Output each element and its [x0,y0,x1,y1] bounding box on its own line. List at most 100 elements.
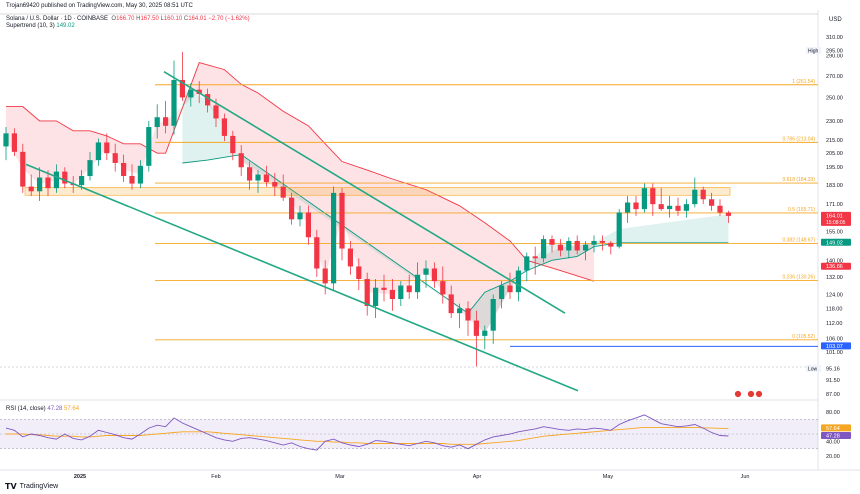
candle-body [549,239,555,245]
fib-level-label: 1 (261.54) [792,79,815,85]
time-tick-label: 2025 [74,474,86,480]
close-value: 164.01 [188,16,207,22]
candle-body [339,192,345,249]
candle-body [667,205,673,210]
candle-body [305,212,311,238]
rsi-legend[interactable]: RSI (14, close) 47.28 57.64 [6,406,79,413]
candle-body [583,244,589,251]
price-tick-label: 270.00 [826,74,843,80]
candle-body [146,127,152,166]
candle-body [272,182,278,187]
price-tick-label: 171.00 [826,202,843,208]
candle-body [574,240,580,251]
candle-body [179,80,185,98]
candle-body [515,270,521,293]
candle-body [137,165,143,184]
candle-body [398,285,404,300]
symbol-name[interactable]: Solana / U.S. Dollar · 1D · COINBASE [6,16,109,22]
price-tick-label: 183.00 [826,183,843,189]
candle-body [566,240,572,251]
supertrend-down-line [6,62,595,282]
candle-body [557,244,563,251]
price-tick-label: 205.00 [826,151,843,157]
candle-body [171,80,177,126]
candle-body [373,287,379,307]
candle-body [255,174,261,181]
close-label: C [183,16,189,22]
candle-body [314,237,320,269]
candle-body [322,268,328,284]
candle-body [625,202,631,213]
tradingview-logo-icon: 𝗧𝗩 [5,482,17,491]
supertrend-legend[interactable]: Supertrend (10, 3) 149.02 [6,23,75,30]
fib-level-label: 0.236 (130.26) [782,275,815,281]
tradingview-brand[interactable]: 𝗧𝗩 TradingView [5,482,58,491]
price-tick-label: 124.00 [826,292,843,298]
candle-body [700,189,706,200]
price-tick-label: 106.00 [826,337,843,343]
candle-body [524,256,530,271]
candle-body [709,199,715,206]
candle-body [406,285,412,293]
candle-body [213,105,219,119]
price-tick-label: 195.00 [826,165,843,171]
candle-body [482,330,488,336]
candle-body [541,239,547,259]
currency-label: USD [829,17,842,23]
candle-body [608,242,614,247]
candle-body [381,287,387,290]
fib-level-label: 0.618 (184.33) [782,177,815,183]
candle-body [205,94,211,106]
channel-lower-line [25,163,579,392]
rsi-marker-bg [821,431,851,439]
candle-body [129,176,135,184]
low-value: 160.10 [163,16,183,22]
candle-body [297,212,303,220]
supertrend-label: Supertrend (10, 3) [6,23,55,29]
time-tick-label: May [603,474,614,480]
price-tick-label: 230.00 [826,119,843,125]
supertrend-value: 149.02 [56,23,75,29]
price-marker-value: 164.01 [826,213,843,219]
rsi-label: RSI (14, close) [6,406,46,412]
candle-body [658,204,664,210]
candle-body [3,133,9,147]
open-label: O [111,16,117,22]
price-tick-label: 250.00 [826,95,843,101]
price-marker-bg [821,211,851,226]
support-marker-value: 103.07 [826,344,843,350]
candle-body [20,151,26,187]
candle-body [45,177,51,189]
price-marker-bg [821,262,851,270]
candle-body [364,279,370,307]
candle-body [415,274,421,293]
candle-body [675,205,681,211]
price-tick-label: 140.00 [826,258,843,264]
candle-body [692,189,698,205]
price-marker-value: 95.16 [826,366,840,372]
candle-body [28,186,34,192]
candle-body [717,205,723,213]
candle-body [633,202,639,210]
candle-body [725,212,731,216]
time-tick-label: Jun [741,474,750,480]
candle-body [289,197,295,220]
price-tick-label: 87.00 [826,392,840,398]
fib-level-label: 0 (105.52) [792,334,815,340]
price-marker-countdown: 15:08:05 [826,220,846,226]
price-tick-label: 112.00 [826,321,842,327]
candle-body [616,212,622,247]
candle-body [440,281,446,295]
candle-body [230,135,236,154]
candle-body [641,188,647,210]
rsi-marker-value: 47.28 [826,433,840,439]
rsi-line [5,414,729,451]
brand-name: TradingView [19,483,59,490]
candle-body [650,188,656,205]
price-marker-value: 149.02 [826,240,843,246]
candle-body [356,266,362,280]
price-tick-label: 132.00 [826,275,843,281]
time-tick-label: Apr [473,474,482,480]
price-tick-label: 118.00 [826,306,842,312]
